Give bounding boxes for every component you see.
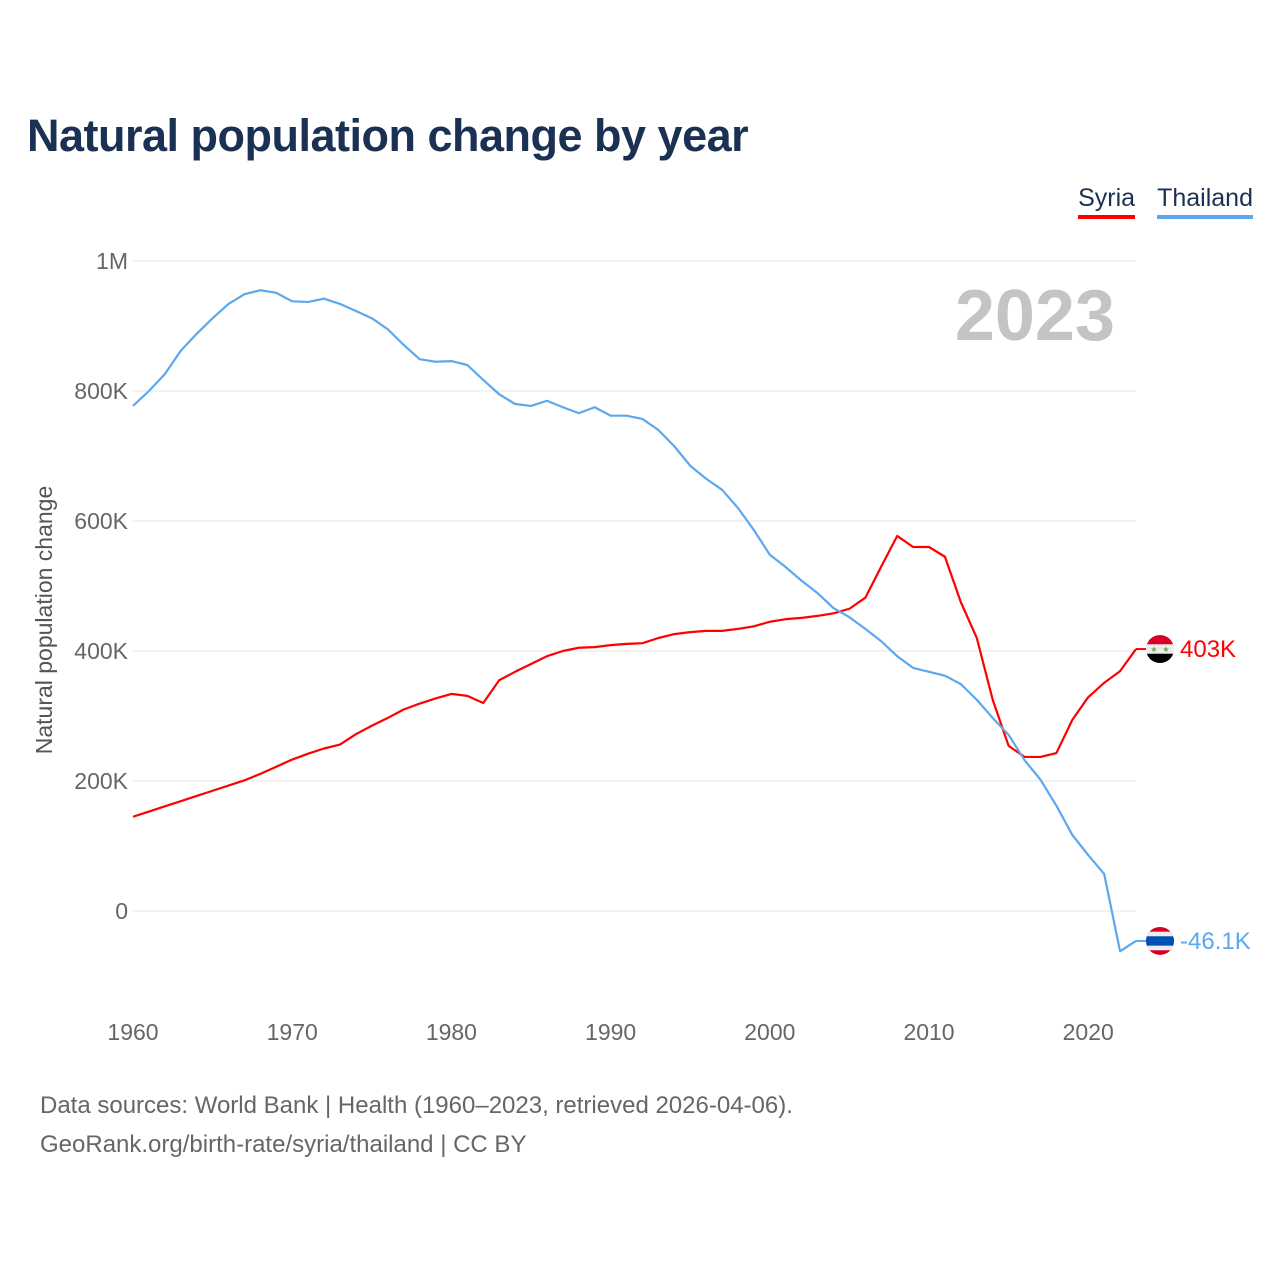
syria-flag-icon: ★ ★ (1146, 635, 1174, 664)
x-tick-label: 1960 (107, 1019, 158, 1045)
x-tick-label: 2020 (1063, 1019, 1114, 1045)
y-tick-label: 800K (74, 378, 128, 404)
footer: Data sources: World Bank | Health (1960–… (40, 1086, 793, 1164)
x-tick-label: 2010 (903, 1019, 954, 1045)
y-tick-label: 1M (96, 248, 128, 274)
source-link[interactable]: GeoRank.org/birth-rate/syria/thailand | … (40, 1131, 527, 1158)
chart-title: Natural population change by year (27, 110, 749, 161)
series-line-syria (132, 534, 1137, 818)
thailand-flag-icon (1146, 926, 1174, 955)
end-value-label: 403K (1180, 636, 1236, 663)
svg-text:★: ★ (1162, 645, 1169, 654)
x-tick-label: 1970 (267, 1019, 318, 1045)
series-line-thailand (132, 289, 1137, 953)
y-tick-label: 400K (74, 638, 128, 664)
x-tick-label: 2000 (744, 1019, 795, 1045)
legend: Syria Thailand (1078, 184, 1253, 219)
y-axis-label: Natural population change (31, 486, 57, 755)
y-tick-label: 200K (74, 768, 128, 794)
data-sources: Data sources: World Bank | Health (1960–… (40, 1092, 793, 1119)
x-tick-label: 1980 (426, 1019, 477, 1045)
y-tick-label: 600K (74, 508, 128, 534)
end-value-label: -46.1K (1180, 928, 1251, 955)
svg-text:★: ★ (1150, 645, 1157, 654)
x-tick-label: 1990 (585, 1019, 636, 1045)
legend-item-syria[interactable]: Syria (1078, 184, 1136, 219)
year-watermark: 2023 (955, 276, 1115, 356)
y-tick-label: 0 (115, 898, 128, 924)
legend-item-thailand[interactable]: Thailand (1157, 184, 1253, 219)
